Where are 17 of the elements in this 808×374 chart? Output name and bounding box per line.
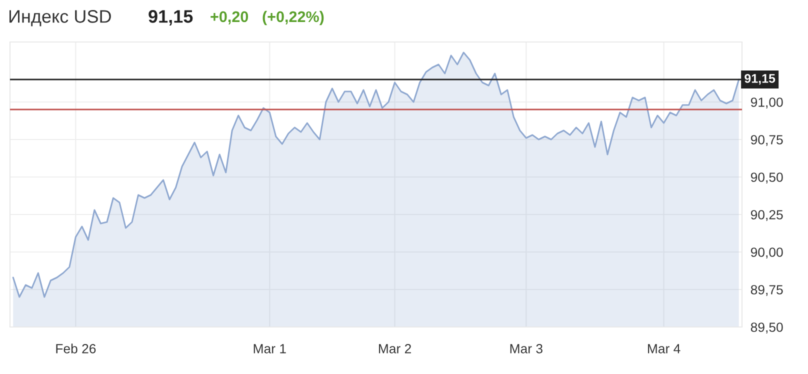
x-tick-label: Mar 3	[510, 344, 542, 354]
chart-title: Индекс USD	[9, 10, 111, 26]
x-tick-label: Feb 26	[56, 344, 96, 354]
y-tick-label: 91,00	[750, 98, 783, 108]
y-tick-label: 90,00	[750, 248, 783, 258]
x-tick-label: Mar 1	[254, 344, 286, 354]
y-tick-label: 89,50	[750, 322, 783, 334]
ref-line-label: 91,15	[744, 74, 776, 85]
text: 91,15	[148, 10, 193, 26]
y-tick-label: 90,50	[750, 172, 783, 184]
y-tick-label: 90,75	[750, 135, 783, 146]
x-tick-label: Mar 4	[648, 344, 680, 354]
x-tick-label: Mar 2	[378, 344, 411, 354]
text: (+0,22%)	[262, 10, 324, 26]
y-tick-label: 90,25	[750, 210, 783, 221]
y-tick-label: 89,75	[750, 285, 783, 296]
text: +0,20	[210, 11, 248, 24]
